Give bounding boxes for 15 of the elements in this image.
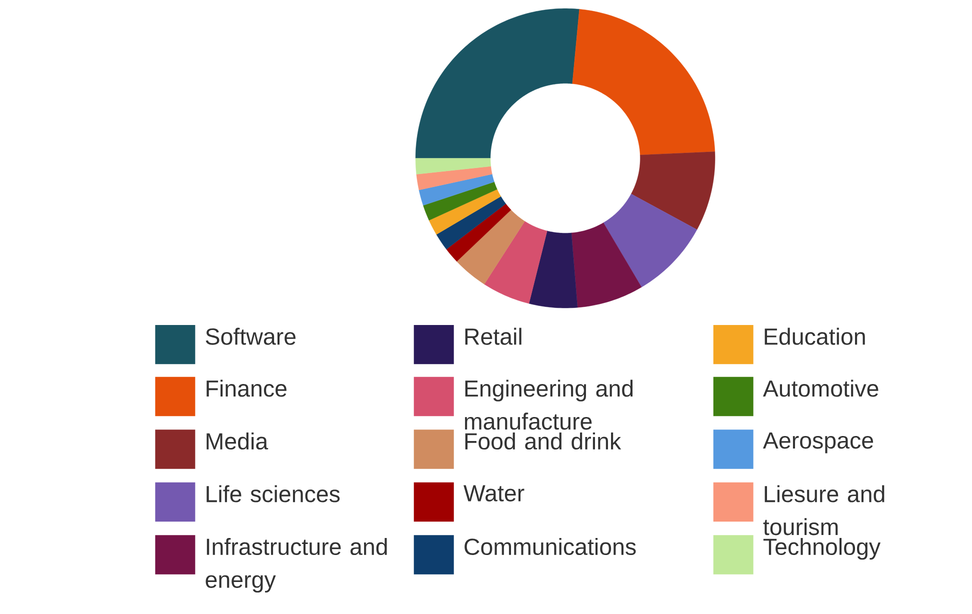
legend-label: Finance: [206, 380, 286, 397]
legend-label: Food and drink: [465, 432, 622, 450]
legend-label: Communications: [464, 538, 636, 555]
legend-label: Education: [764, 328, 865, 345]
legend-label: Automotive: [762, 380, 878, 397]
legend-label: Technology: [763, 538, 881, 560]
legend-label: Water: [464, 485, 524, 502]
legend-label: Software: [206, 328, 296, 345]
legend-label: Retail: [465, 328, 522, 345]
legend-label: Infrastructure and energy: [206, 538, 387, 592]
legend-label: Media: [206, 432, 268, 450]
legend-label: Aerospace: [762, 432, 874, 454]
legend-label: Life sciences: [206, 485, 340, 502]
legend-label: Liesure and tourism: [763, 485, 884, 536]
legend-label: Engineering and manufacture: [464, 380, 633, 430]
